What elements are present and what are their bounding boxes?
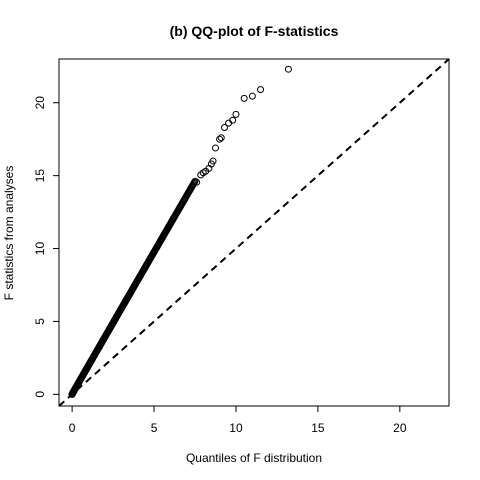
x-tick-label: 20 — [393, 421, 407, 435]
data-point — [232, 110, 240, 118]
data-point — [209, 157, 217, 165]
reference-line — [58, 58, 450, 407]
y-tick-label: 10 — [33, 242, 47, 256]
data-point — [193, 178, 201, 186]
data-points — [68, 65, 292, 398]
chart-title: (b) QQ-plot of F-statistics — [170, 23, 339, 39]
data-point — [229, 116, 237, 124]
x-tick-label: 5 — [151, 421, 158, 435]
x-tick-label: 15 — [311, 421, 325, 435]
x-axis-label: Quantiles of F distribution — [186, 451, 322, 465]
data-point — [257, 86, 265, 94]
y-tick-label: 5 — [33, 318, 47, 325]
data-point — [240, 94, 248, 102]
y-axis-label: F statistics from analyses — [2, 166, 16, 301]
x-axis: 0 5 10 15 20 — [69, 405, 407, 435]
data-point — [225, 119, 233, 127]
y-tick-label: 15 — [33, 169, 47, 183]
y-tick-label: 0 — [33, 391, 47, 398]
x-tick-label: 0 — [69, 421, 76, 435]
data-point — [216, 135, 224, 143]
data-point — [248, 92, 256, 100]
data-point — [211, 144, 219, 152]
data-point — [217, 134, 225, 142]
y-tick-label: 20 — [33, 96, 47, 110]
x-tick-label: 10 — [229, 421, 243, 435]
data-point — [284, 65, 292, 73]
y-axis: 0 5 10 15 20 — [33, 96, 60, 398]
data-point — [221, 124, 228, 132]
